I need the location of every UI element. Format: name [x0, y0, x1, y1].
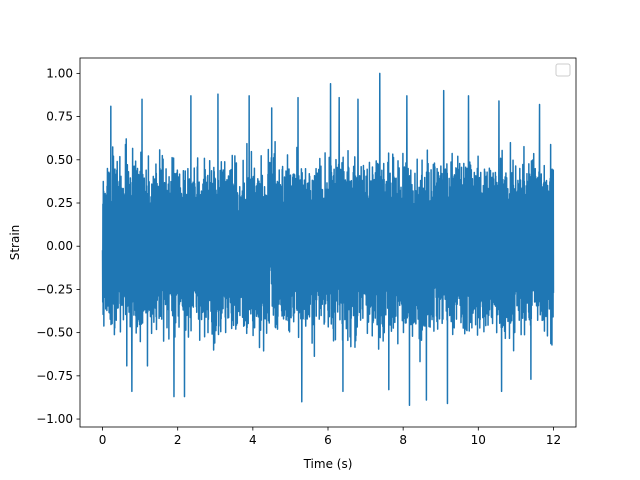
x-tick-label: 4	[249, 433, 257, 447]
y-axis: −1.00 −0.75 −0.50 −0.25 0.00 0.25 0.50 0.75 1.00	[36, 66, 80, 426]
y-tick-label: 0.75	[46, 110, 73, 124]
y-tick-label: 1.00	[46, 66, 73, 80]
legend-box	[555, 63, 571, 77]
x-tick-label: 8	[399, 433, 407, 447]
x-tick-label: 0	[99, 433, 107, 447]
y-tick-label: −1.00	[36, 412, 73, 426]
x-tick-label: 10	[471, 433, 486, 447]
x-axis: 0 2 4 6 8 10 12	[99, 427, 561, 447]
y-tick-label: −0.25	[36, 282, 73, 296]
y-axis-label: Strain	[8, 225, 22, 261]
x-tick-label: 2	[174, 433, 182, 447]
x-tick-label: 12	[546, 433, 561, 447]
y-tick-label: −0.75	[36, 369, 73, 383]
series-layer	[101, 72, 555, 406]
series-line	[101, 72, 555, 406]
x-axis-label: Time (s)	[303, 457, 353, 471]
y-tick-label: 0.50	[46, 153, 73, 167]
x-tick-label: 6	[324, 433, 332, 447]
y-tick-label: 0.25	[46, 196, 73, 210]
y-tick-label: 0.00	[46, 239, 73, 253]
y-tick-label: −0.50	[36, 326, 73, 340]
